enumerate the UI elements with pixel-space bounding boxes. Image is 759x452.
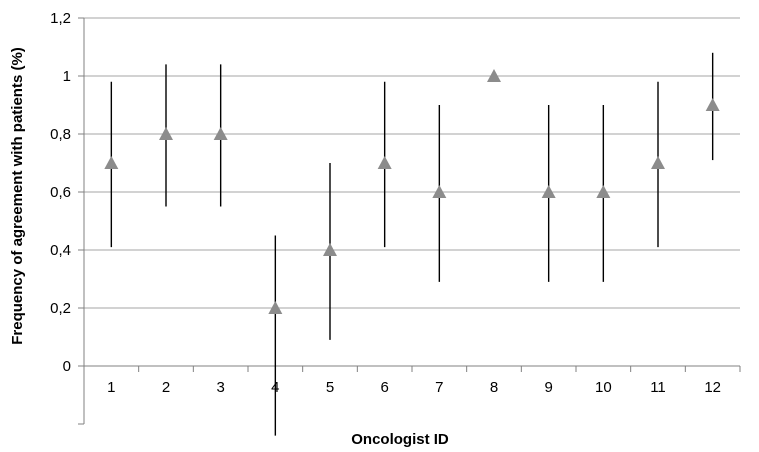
y-tick-label: 0,8 <box>50 126 71 143</box>
data-markers <box>104 69 720 314</box>
x-tick-labels: 123456789101112 <box>107 379 721 396</box>
y-tick-labels: 0 0,2 0,4 0,6 0,8 1 1,2 <box>50 10 71 375</box>
x-tick-label: 12 <box>704 379 721 396</box>
x-tick-label: 5 <box>326 379 334 396</box>
gridlines <box>84 17 740 309</box>
x-tick-label: 3 <box>216 379 224 396</box>
x-tick-label: 6 <box>380 379 388 396</box>
y-tick-label: 1 <box>63 68 71 85</box>
data-point-12 <box>705 98 720 111</box>
x-tick-label: 1 <box>107 379 115 396</box>
data-point-2 <box>159 127 173 140</box>
error-bars <box>110 52 714 436</box>
y-tick-label: 0 <box>63 358 71 375</box>
x-tick-label: 10 <box>595 379 612 396</box>
y-tick-label: 0,2 <box>50 300 71 317</box>
y-tick-label: 0,6 <box>50 184 71 201</box>
axes <box>78 17 741 425</box>
x-tick-label: 11 <box>650 379 666 396</box>
data-point-6 <box>377 156 392 169</box>
x-tick-label: 7 <box>435 379 443 396</box>
x-tick-label: 8 <box>490 379 498 396</box>
data-point-1 <box>104 156 119 169</box>
data-point-5 <box>323 243 337 256</box>
y-axis-title: Frequency of agreement with patients (%) <box>9 47 26 345</box>
data-point-4 <box>268 301 283 314</box>
y-tick-label: 0,4 <box>50 242 71 259</box>
x-axis-title: Oncologist ID <box>351 431 449 448</box>
data-point-11 <box>651 156 665 169</box>
data-point-8 <box>487 69 501 82</box>
data-point-3 <box>213 127 228 140</box>
data-point-7 <box>432 185 447 198</box>
data-point-9 <box>541 185 556 198</box>
x-tick-label: 2 <box>162 379 170 396</box>
y-tick-label: 1,2 <box>50 10 71 27</box>
data-point-10 <box>596 185 611 198</box>
x-tick-label: 9 <box>544 379 552 396</box>
